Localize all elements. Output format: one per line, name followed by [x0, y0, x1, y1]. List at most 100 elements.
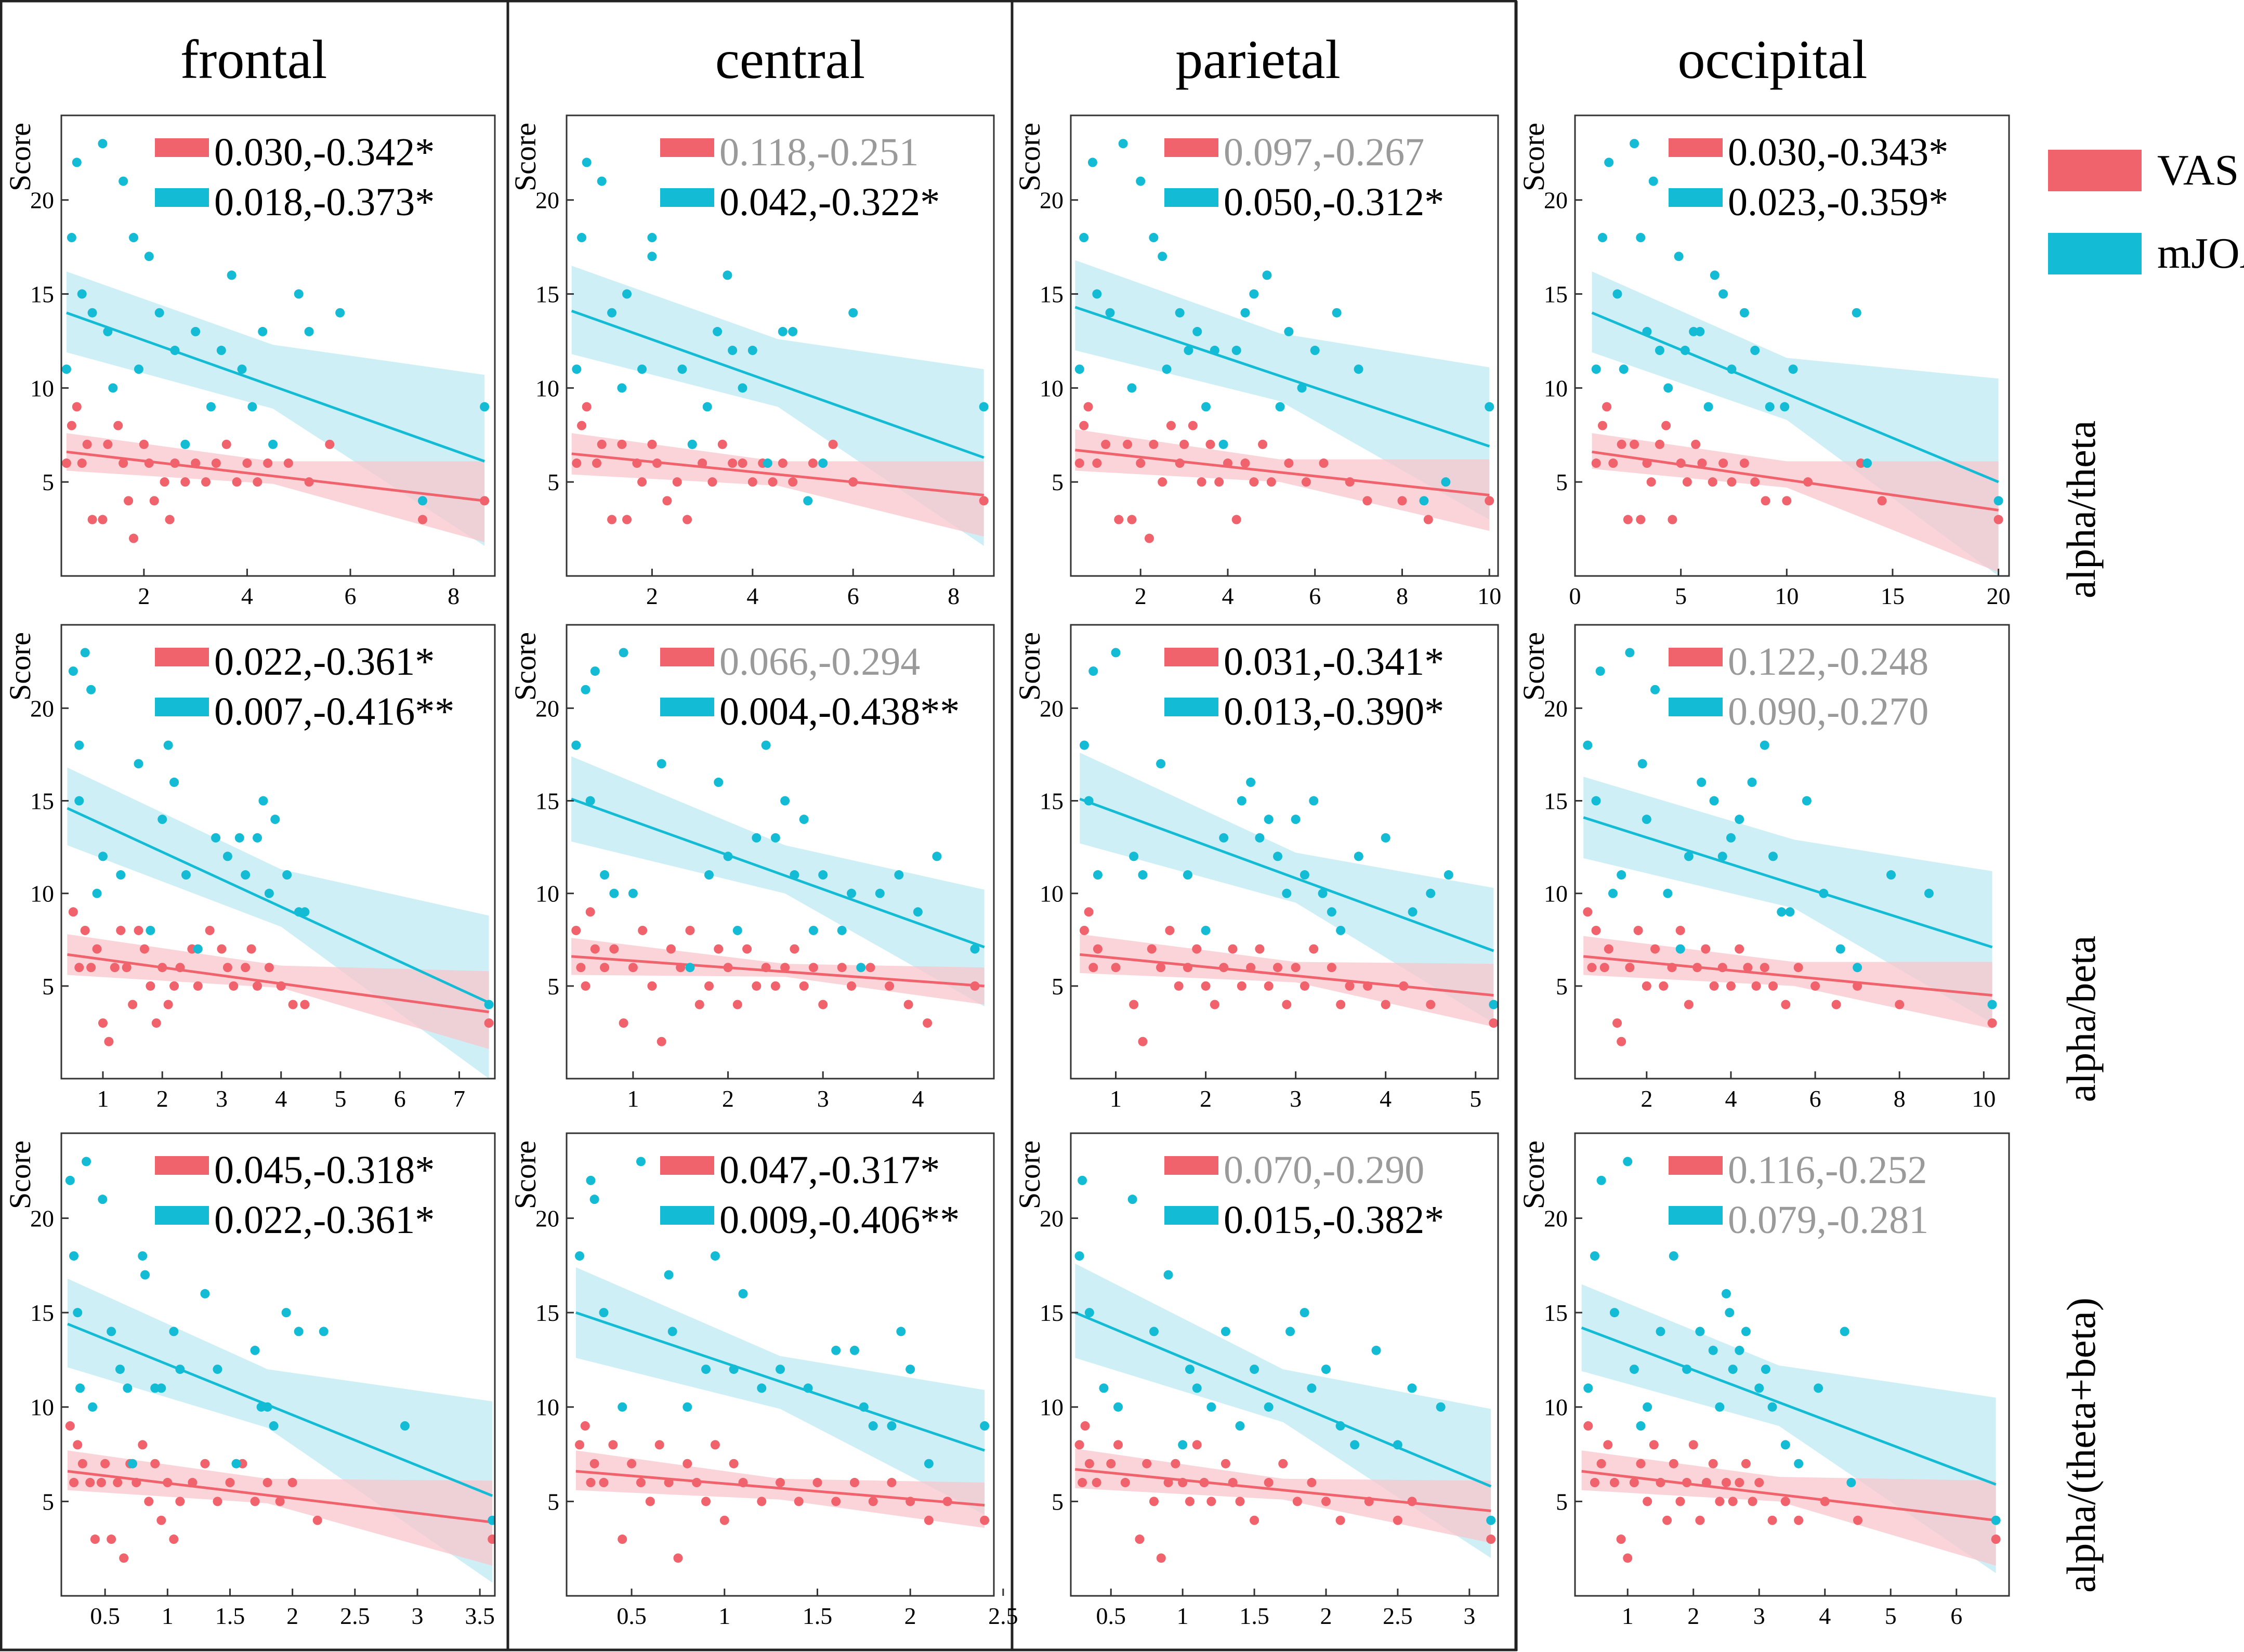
mjoa-point: [1591, 364, 1601, 374]
mjoa-correlation-stat: 0.004,-0.438**: [719, 690, 960, 733]
vas-point: [747, 477, 757, 487]
vas-point: [970, 981, 980, 991]
x-tick-label: 8: [1894, 1085, 1906, 1112]
vas-point: [241, 963, 251, 973]
vas-stat-swatch: [1164, 138, 1218, 157]
mjoa-fit-line: [575, 1311, 985, 1452]
vas-point: [808, 458, 818, 468]
vas-point: [283, 458, 293, 468]
vas-point: [104, 1037, 114, 1046]
x-tick-label: 6: [345, 583, 357, 609]
y-tick-label: 5: [42, 469, 54, 495]
vas-point: [1781, 1000, 1791, 1009]
mjoa-point: [1426, 888, 1436, 898]
vas-stat-swatch: [660, 648, 714, 666]
mjoa-point: [1682, 1365, 1692, 1374]
vas-point: [1240, 458, 1250, 468]
vas-point: [581, 981, 590, 991]
vas-point: [128, 1000, 138, 1009]
vas-point: [1803, 477, 1813, 487]
vas-point: [788, 477, 798, 487]
x-tick-label: 0: [1569, 583, 1581, 609]
vas-point: [163, 1000, 173, 1009]
vas-point: [1987, 1018, 1997, 1028]
mjoa-point: [582, 158, 592, 167]
vas-point: [1726, 981, 1736, 991]
vas-point: [572, 458, 582, 468]
mjoa-point: [1354, 364, 1363, 374]
vas-point: [1587, 963, 1597, 973]
mjoa-point: [1118, 139, 1128, 149]
mjoa-point: [657, 759, 666, 769]
mjoa-point: [1735, 815, 1744, 824]
mjoa-point: [418, 496, 427, 506]
y-tick-label: 10: [535, 375, 559, 401]
vas-point: [1708, 1459, 1718, 1469]
mjoa-point: [1336, 925, 1346, 935]
vas-point: [149, 496, 159, 506]
vas-point: [647, 981, 657, 991]
mjoa-point: [1625, 648, 1635, 658]
mjoa-correlation-stat: 0.022,-0.361*: [214, 1198, 435, 1242]
mjoa-point: [577, 233, 587, 243]
vas-stat-swatch: [1164, 1156, 1218, 1175]
mjoa-confidence-band: [1080, 752, 1494, 1024]
y-tick-label: 5: [42, 1488, 54, 1515]
vas-point: [484, 1018, 494, 1028]
mjoa-point: [1088, 666, 1098, 676]
vas-point: [300, 1000, 310, 1009]
vas-point: [253, 477, 263, 487]
vas-point: [1120, 1478, 1130, 1488]
x-tick-label: 6: [847, 583, 859, 609]
vas-point: [847, 981, 856, 991]
vas-point: [752, 981, 762, 991]
panel-frame: [0, 0, 1518, 1651]
vas-point: [1266, 477, 1276, 487]
vas-point: [1423, 515, 1433, 525]
panel-alpha-theta-beta-occipital: 5 10 15 20 1 2 3 4 5 6 Score 0.116,-0.252 0.079,-0.2…: [1517, 1132, 2010, 1629]
vas-correlation-stat: 0.066,-0.294: [719, 640, 920, 684]
vas-correlation-stat: 0.116,-0.252: [1728, 1148, 1927, 1192]
vas-stat-swatch: [155, 138, 209, 157]
mjoa-point: [1084, 1308, 1094, 1318]
vas-point: [1163, 1478, 1173, 1488]
vas-point: [980, 1515, 990, 1525]
vas-point: [113, 1478, 123, 1488]
x-tick-label: 6: [1950, 1603, 1962, 1629]
vas-fit-line: [1581, 1470, 1996, 1522]
mjoa-correlation-stat: 0.009,-0.406**: [719, 1198, 960, 1242]
vas-point: [666, 944, 676, 954]
mjoa-point: [98, 139, 108, 149]
vas-point: [1273, 963, 1283, 973]
mjoa-point: [761, 740, 771, 750]
mjoa-point: [1715, 1402, 1725, 1412]
y-tick-label: 15: [30, 281, 54, 308]
vas-point: [1596, 1459, 1606, 1469]
mjoa-point: [1163, 1270, 1173, 1280]
mjoa-point: [156, 1383, 166, 1393]
vas-point: [1743, 963, 1753, 973]
mjoa-point: [1297, 383, 1307, 393]
y-axis-label: Score: [508, 123, 542, 191]
vas-point: [276, 981, 286, 991]
panel-alpha-theta-central: 5 10 15 20 2 4 6 8 Score 0.118,-0.251 0.042,-0.322…: [508, 114, 995, 609]
mjoa-point: [1407, 1383, 1417, 1393]
vas-point: [1617, 439, 1626, 449]
vas-point: [1158, 477, 1167, 487]
vas-confidence-band: [67, 934, 489, 1049]
vas-point: [1739, 458, 1749, 468]
x-tick-label: 2: [286, 1603, 298, 1629]
vas-point: [418, 515, 427, 525]
x-tick-label: 10: [1775, 583, 1799, 609]
mjoa-point: [1583, 740, 1593, 750]
y-axis-label: Score: [1013, 1140, 1046, 1209]
mjoa-point: [213, 1365, 222, 1374]
mjoa-point: [1264, 815, 1274, 824]
vas-point: [776, 1478, 785, 1488]
mjoa-correlation-stat: 0.090,-0.270: [1728, 690, 1928, 733]
vas-point: [156, 1515, 166, 1525]
mjoa-point: [80, 648, 90, 658]
panel-alpha-beta-central: 5 10 15 20 1 2 3 4 Score 0.066,-0.294 0.004,-0.438…: [508, 624, 995, 1112]
mjoa-point: [1408, 907, 1418, 917]
vas-fit-line: [1080, 953, 1494, 997]
